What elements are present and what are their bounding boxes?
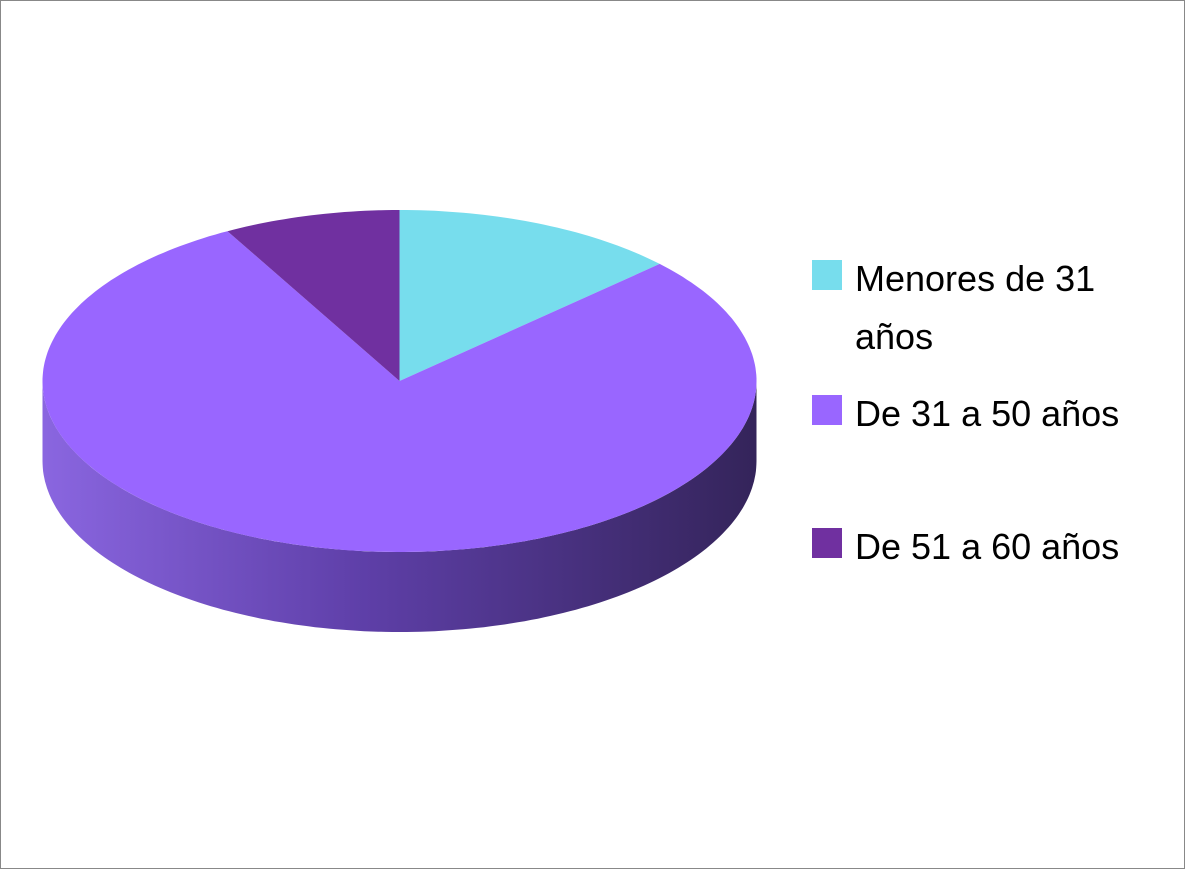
pie-side xyxy=(42,381,757,632)
pie-slice xyxy=(227,210,400,381)
pie-slice xyxy=(399,210,660,381)
legend-swatch xyxy=(812,260,842,290)
legend-swatch xyxy=(812,528,842,558)
legend-label: De 31 a 50 años xyxy=(855,393,1120,434)
legend-item: Menores de 31 años xyxy=(812,250,1175,366)
legend-item: De 31 a 50 años xyxy=(812,385,1175,443)
legend-item: De 51 a 60 años xyxy=(812,518,1175,576)
legend-swatch xyxy=(812,395,842,425)
pie-slice xyxy=(42,231,757,552)
legend-label: Menores de 31 años xyxy=(855,258,1096,357)
legend-label: De 51 a 60 años xyxy=(855,526,1120,567)
